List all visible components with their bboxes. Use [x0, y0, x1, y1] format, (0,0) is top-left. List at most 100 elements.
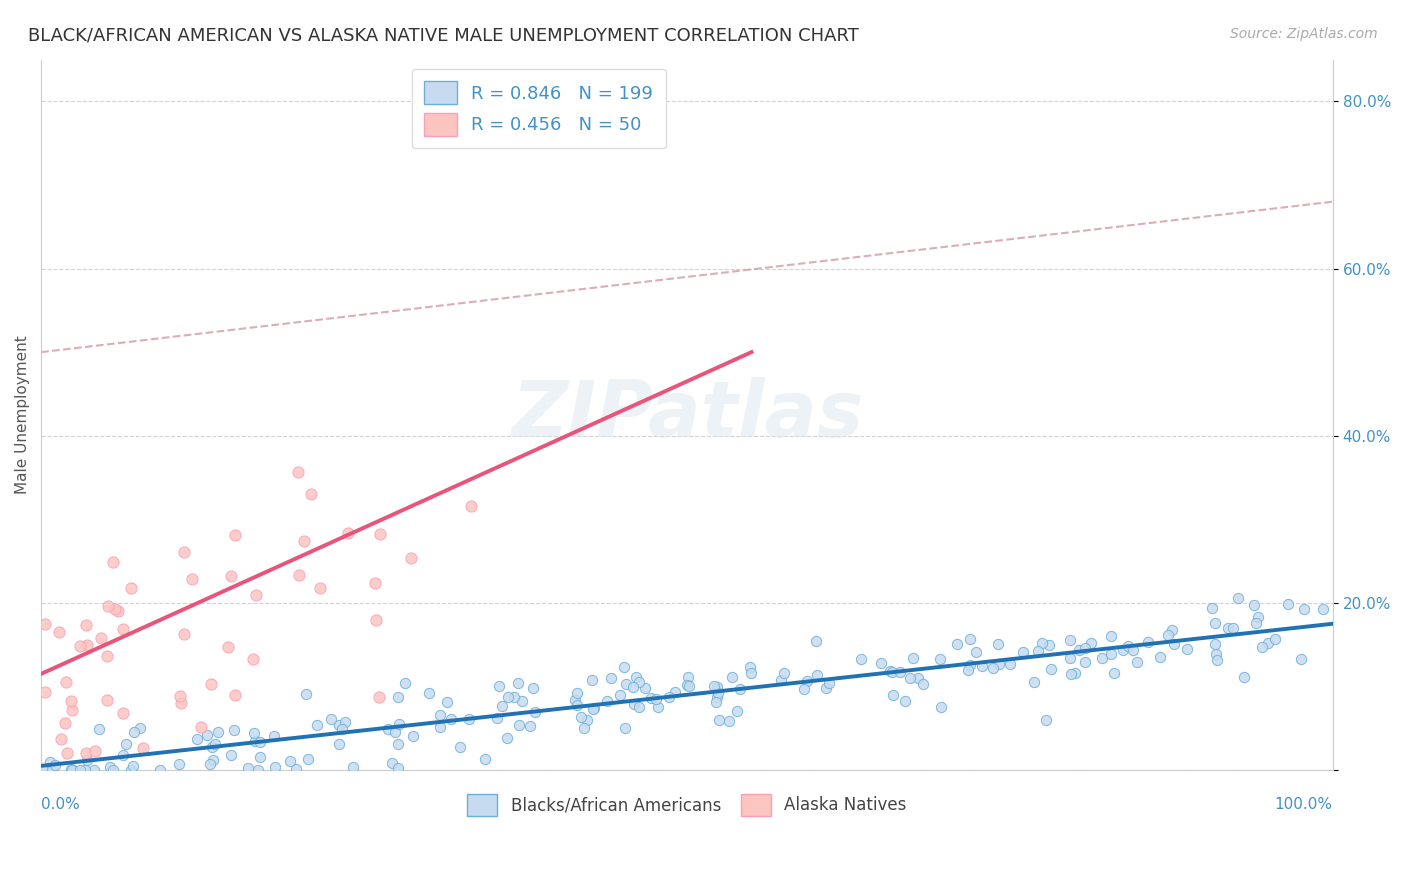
- Point: [522, 681, 544, 695]
- Point: [664, 684, 686, 698]
- Point: [806, 667, 828, 681]
- Point: [488, 680, 510, 694]
- Point: [242, 652, 264, 666]
- Point: [75, 746, 97, 760]
- Point: [1069, 642, 1091, 657]
- Point: [678, 679, 700, 693]
- Point: [394, 675, 416, 690]
- Point: [647, 699, 669, 714]
- Point: [1073, 640, 1095, 655]
- Point: [1073, 655, 1095, 669]
- Point: [1201, 601, 1223, 615]
- Point: [243, 726, 266, 740]
- Point: [219, 748, 242, 763]
- Point: [815, 681, 838, 696]
- Point: [297, 752, 319, 766]
- Point: [55, 746, 77, 760]
- Point: [333, 715, 356, 730]
- Point: [101, 555, 124, 569]
- Point: [1122, 643, 1144, 657]
- Point: [264, 760, 287, 774]
- Point: [243, 733, 266, 747]
- Point: [565, 686, 588, 700]
- Point: [167, 757, 190, 772]
- Point: [69, 763, 91, 777]
- Point: [204, 737, 226, 751]
- Point: [104, 602, 127, 616]
- Point: [628, 699, 651, 714]
- Point: [740, 666, 762, 681]
- Point: [60, 703, 83, 717]
- Point: [364, 613, 387, 627]
- Point: [83, 744, 105, 758]
- Point: [387, 690, 409, 704]
- Point: [582, 702, 605, 716]
- Point: [769, 673, 792, 687]
- Point: [76, 638, 98, 652]
- Point: [894, 694, 917, 708]
- Point: [1204, 637, 1226, 651]
- Point: [387, 761, 409, 775]
- Point: [1038, 638, 1060, 652]
- Point: [200, 677, 222, 691]
- Point: [879, 664, 901, 678]
- Point: [263, 729, 285, 743]
- Point: [44, 758, 66, 772]
- Legend: Blacks/African Americans, Alaska Natives: Blacks/African Americans, Alaska Natives: [457, 784, 917, 826]
- Point: [519, 719, 541, 733]
- Point: [308, 581, 330, 595]
- Point: [600, 671, 623, 685]
- Point: [342, 759, 364, 773]
- Point: [122, 759, 145, 773]
- Point: [1250, 640, 1272, 654]
- Point: [1040, 662, 1063, 676]
- Point: [1059, 633, 1081, 648]
- Point: [305, 718, 328, 732]
- Point: [491, 699, 513, 714]
- Point: [1099, 629, 1122, 643]
- Point: [120, 763, 142, 777]
- Point: [1059, 667, 1081, 681]
- Point: [149, 763, 172, 777]
- Point: [111, 706, 134, 721]
- Point: [946, 637, 969, 651]
- Point: [988, 657, 1011, 671]
- Point: [565, 698, 588, 713]
- Point: [368, 527, 391, 541]
- Point: [202, 752, 225, 766]
- Point: [644, 692, 666, 706]
- Point: [1080, 636, 1102, 650]
- Point: [384, 725, 406, 739]
- Point: [564, 693, 586, 707]
- Point: [1102, 666, 1125, 681]
- Point: [575, 713, 598, 727]
- Point: [440, 712, 463, 726]
- Point: [959, 657, 981, 672]
- Point: [1064, 666, 1087, 681]
- Point: [640, 690, 662, 705]
- Point: [112, 748, 135, 763]
- Point: [1294, 602, 1316, 616]
- Point: [1233, 669, 1256, 683]
- Point: [880, 665, 903, 679]
- Point: [436, 695, 458, 709]
- Point: [449, 740, 471, 755]
- Point: [96, 692, 118, 706]
- Point: [1012, 645, 1035, 659]
- Point: [678, 670, 700, 684]
- Point: [658, 690, 681, 704]
- Point: [429, 720, 451, 734]
- Point: [87, 722, 110, 736]
- Point: [76, 754, 98, 768]
- Point: [524, 705, 547, 719]
- Point: [62, 763, 84, 777]
- Point: [328, 717, 350, 731]
- Point: [889, 665, 911, 680]
- Point: [336, 526, 359, 541]
- Point: [328, 737, 350, 751]
- Point: [319, 712, 342, 726]
- Point: [381, 756, 404, 770]
- Point: [1022, 674, 1045, 689]
- Point: [460, 500, 482, 514]
- Point: [60, 763, 83, 777]
